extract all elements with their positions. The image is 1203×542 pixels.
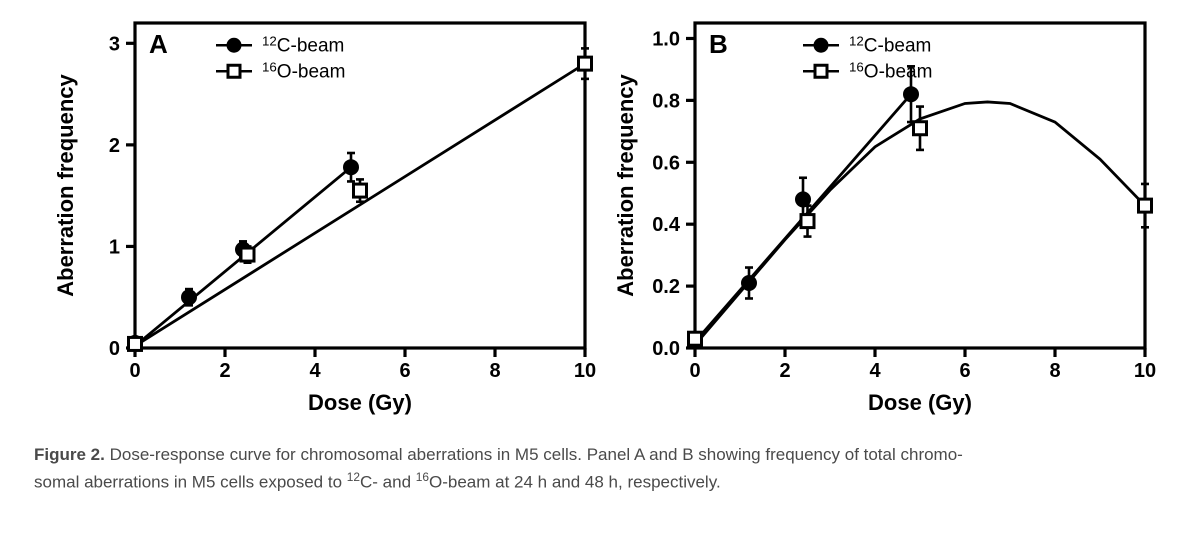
svg-text:0: 0 xyxy=(689,360,700,382)
svg-text:Dose (Gy): Dose (Gy) xyxy=(868,390,972,415)
svg-text:B: B xyxy=(709,29,728,59)
svg-text:12C-beam: 12C-beam xyxy=(262,33,344,56)
svg-text:0.8: 0.8 xyxy=(652,90,680,112)
caption-lead: Figure 2. xyxy=(34,445,105,464)
svg-text:4: 4 xyxy=(869,360,881,382)
svg-text:A: A xyxy=(149,29,168,59)
svg-text:1: 1 xyxy=(109,236,120,258)
caption-sup-2: 16 xyxy=(416,470,429,484)
svg-text:8: 8 xyxy=(489,360,500,382)
svg-text:6: 6 xyxy=(399,360,410,382)
svg-text:2: 2 xyxy=(219,360,230,382)
svg-text:Dose (Gy): Dose (Gy) xyxy=(308,390,412,415)
svg-text:4: 4 xyxy=(309,360,321,382)
caption-text-4: O-beam at 24 h and 48 h, respectively. xyxy=(429,473,721,492)
svg-text:0: 0 xyxy=(109,338,120,360)
panel-b: 0 2 4 6 8 10 0.0 0.2 0.4 0.6 0.8 1.0 Dose (Gy) Aberra… xyxy=(600,8,1160,428)
panels-row: 0 2 4 6 8 10 0 1 2 3 Dose (Gy) Aberration frequency… xyxy=(0,0,1203,428)
svg-text:12C-beam: 12C-beam xyxy=(849,33,931,56)
panel-a: 0 2 4 6 8 10 0 1 2 3 Dose (Gy) Aberration frequency… xyxy=(40,8,600,428)
svg-text:0.6: 0.6 xyxy=(652,152,680,174)
svg-text:0: 0 xyxy=(129,360,140,382)
svg-text:0.4: 0.4 xyxy=(652,214,681,236)
svg-text:8: 8 xyxy=(1049,360,1060,382)
svg-text:0.0: 0.0 xyxy=(652,338,680,360)
figure-container: { "figure": { "caption_lead": "Figure 2.… xyxy=(0,0,1203,542)
svg-text:0.2: 0.2 xyxy=(652,276,680,298)
caption-sup-1: 12 xyxy=(347,470,360,484)
caption-text-2: somal aberrations in M5 cells exposed to xyxy=(34,473,347,492)
svg-text:10: 10 xyxy=(574,360,596,382)
figure-caption: Figure 2. Dose-response curve for chromo… xyxy=(0,428,1203,496)
caption-text-3: C- and xyxy=(360,473,416,492)
svg-text:2: 2 xyxy=(779,360,790,382)
svg-text:1.0: 1.0 xyxy=(652,28,680,50)
svg-text:3: 3 xyxy=(109,33,120,55)
svg-text:10: 10 xyxy=(1134,360,1156,382)
svg-text:2: 2 xyxy=(109,135,120,157)
caption-text-1: Dose-response curve for chromosomal aber… xyxy=(105,445,963,464)
svg-text:16O-beam: 16O-beam xyxy=(262,59,345,82)
svg-text:Aberration frequency: Aberration frequency xyxy=(53,73,78,296)
svg-text:Aberration frequency: Aberration frequency xyxy=(613,73,638,296)
svg-text:16O-beam: 16O-beam xyxy=(849,59,932,82)
svg-text:6: 6 xyxy=(959,360,970,382)
